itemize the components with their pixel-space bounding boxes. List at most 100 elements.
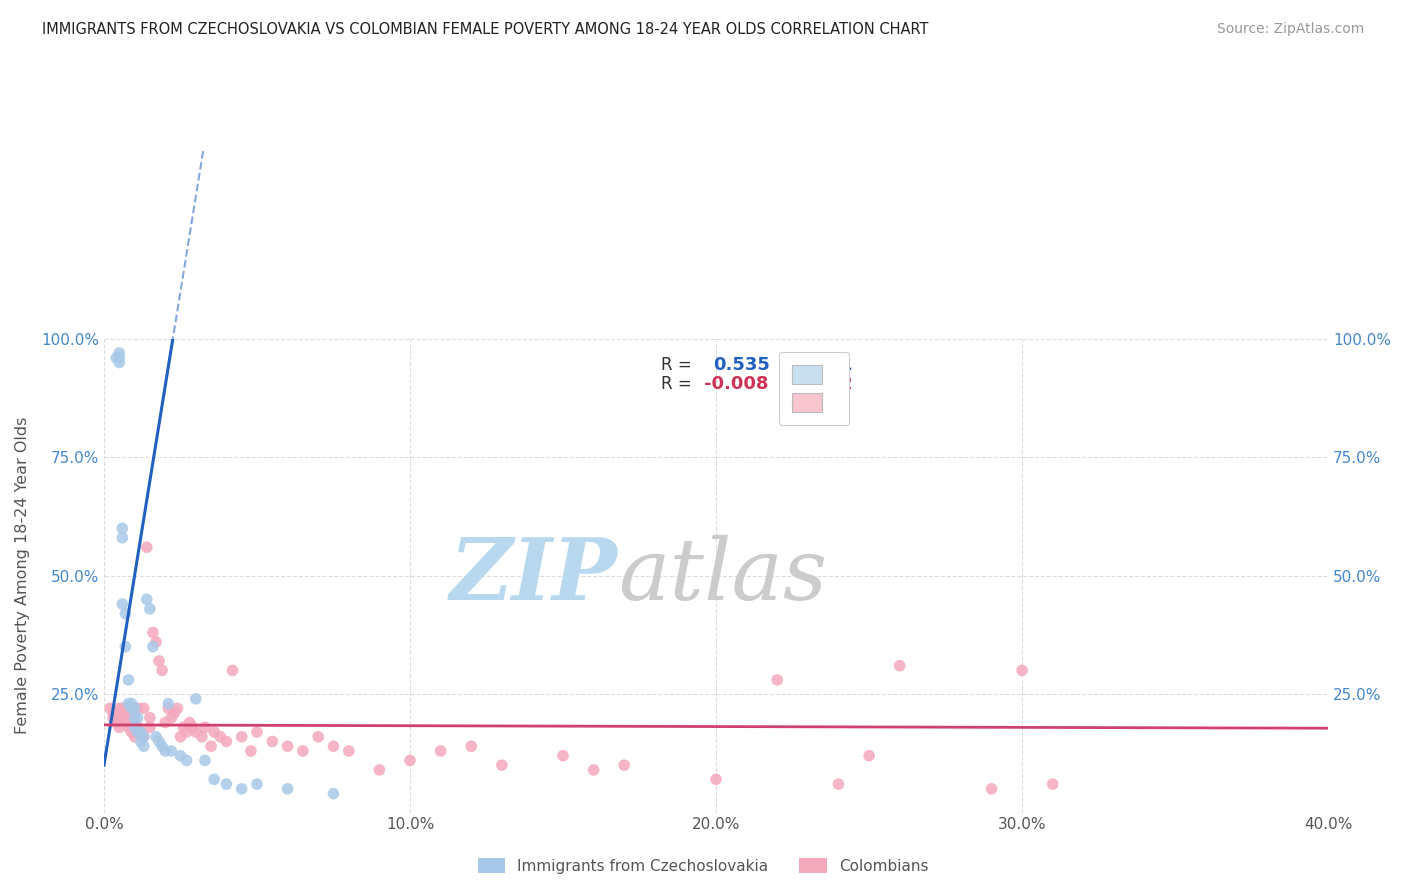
Text: Source: ZipAtlas.com: Source: ZipAtlas.com [1216,22,1364,37]
Point [98,701,121,715]
Text: N = 41: N = 41 [790,356,852,374]
Point [704,772,727,787]
Point [277,781,299,796]
Point [246,725,269,739]
Point [194,720,217,734]
Point [307,730,329,744]
Point [148,654,170,668]
Point [132,701,155,715]
Point [121,697,143,711]
Point [980,781,1002,796]
Point [169,730,191,744]
Point [181,720,204,734]
Point [114,640,136,654]
Point [191,730,214,744]
Point [322,739,344,754]
Point [231,781,253,796]
Point [1042,777,1064,791]
Text: 0.535: 0.535 [714,356,770,374]
Point [105,351,128,365]
Point [429,744,451,758]
Point [173,720,195,734]
Point [105,715,128,730]
Point [108,346,131,360]
Point [209,730,232,744]
Point [117,697,139,711]
Point [124,730,146,744]
Point [215,777,238,791]
Point [262,734,284,748]
Point [460,739,482,754]
Point [215,734,238,748]
Point [111,531,134,545]
Point [858,748,880,763]
Point [582,763,605,777]
Point [124,711,146,725]
Point [766,673,789,687]
Point [194,753,217,767]
Point [160,744,183,758]
Legend: , : , [779,351,849,425]
Point [129,725,152,739]
Point [145,730,167,744]
Point [145,635,167,649]
Point [277,739,299,754]
Point [117,673,139,687]
Text: -0.008: -0.008 [704,375,768,392]
Text: R =: R = [661,375,697,392]
Point [239,744,262,758]
Point [111,597,134,611]
Point [179,715,201,730]
Point [108,355,131,369]
Point [124,711,146,725]
Point [132,730,155,744]
Point [129,734,152,748]
Point [127,725,149,739]
Point [1011,664,1033,678]
Point [142,625,165,640]
Point [221,664,243,678]
Point [124,701,146,715]
Point [111,701,134,715]
Point [491,758,513,772]
Point [121,711,143,725]
Point [111,521,134,535]
Point [157,697,180,711]
Text: atlas: atlas [619,534,827,617]
Text: R =: R = [661,356,702,374]
Point [169,748,191,763]
Point [114,607,136,621]
Point [111,711,134,725]
Text: ZIP: ZIP [450,534,619,617]
Point [127,711,149,725]
Point [127,701,149,715]
Point [184,725,207,739]
Legend: Immigrants from Czechoslovakia, Colombians: Immigrants from Czechoslovakia, Colombia… [471,852,935,880]
Point [337,744,360,758]
Point [148,734,170,748]
Point [150,739,173,754]
Point [889,658,911,673]
Point [827,777,849,791]
Point [127,720,149,734]
Point [117,720,139,734]
Text: N = 72: N = 72 [790,375,852,392]
Point [117,701,139,715]
Point [114,706,136,720]
Point [291,744,314,758]
Point [139,602,162,616]
Point [184,691,207,706]
Point [231,730,253,744]
Point [124,720,146,734]
Point [176,725,198,739]
Point [135,541,157,555]
Point [202,772,225,787]
Point [368,763,391,777]
Point [132,739,155,754]
Point [121,701,143,715]
Point [613,758,636,772]
Point [132,730,155,744]
Point [139,711,162,725]
Point [101,706,124,720]
Point [166,701,188,715]
